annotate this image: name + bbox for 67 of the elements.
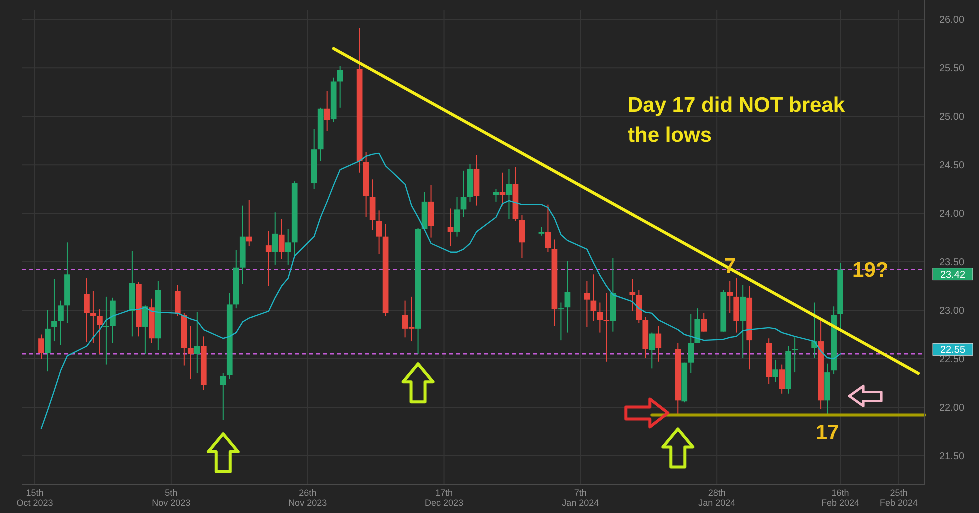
candlestick [272, 212, 278, 266]
candlestick [285, 228, 292, 266]
x-tick-label: 16th Feb 2024 [822, 488, 860, 508]
candlestick [188, 326, 194, 380]
candlestick [38, 334, 44, 360]
candlestick [500, 172, 506, 206]
y-tick-label: 21.50 [939, 451, 965, 462]
x-tick-label: 7th Jan 2024 [562, 488, 600, 508]
candlestick [701, 312, 708, 332]
candlestick [220, 373, 226, 421]
x-tick-label: 17th Dec 2023 [425, 488, 464, 508]
y-tick-label: 23.50 [939, 258, 965, 269]
candlestick [460, 170, 467, 218]
candlestick [142, 305, 148, 355]
candlestick [519, 215, 526, 259]
candlestick [174, 284, 181, 317]
x-tick-label: 5th Nov 2023 [152, 488, 191, 508]
y-tick-label: 26.00 [939, 15, 965, 26]
y-tick-label: 24.50 [939, 160, 965, 172]
candlestick [266, 230, 272, 287]
candlestick [688, 314, 694, 374]
candlestick [376, 210, 382, 255]
x-tick-label: 28th Jan 2024 [698, 488, 736, 508]
candlestick [649, 332, 656, 370]
y-tick-label: 22.00 [939, 402, 965, 414]
candlestick [772, 359, 779, 383]
candlestick [656, 326, 662, 362]
candlestick [584, 280, 590, 328]
candlestick [454, 196, 460, 238]
y-tick-label: 24.00 [939, 209, 965, 220]
candlestick [590, 274, 597, 322]
candlestick [337, 66, 344, 108]
candlestick [324, 90, 330, 132]
candlestick [90, 290, 96, 344]
candlestick [370, 179, 376, 231]
candlestick [727, 280, 734, 314]
candlestick [564, 260, 571, 334]
candlestick [84, 278, 90, 343]
candlestick [104, 296, 110, 366]
x-tick-label: 15th Oct 2023 [16, 488, 54, 508]
y-tick-label: 23.00 [939, 306, 965, 318]
y-tick-label: 25.50 [939, 64, 965, 75]
candlestick [630, 278, 636, 312]
candlestick [545, 204, 552, 253]
annotation: 19? [852, 259, 889, 282]
annotation: 17 [816, 422, 840, 445]
y-tick-label: 22.50 [939, 354, 965, 366]
candlestick [792, 337, 798, 374]
candlestick [52, 278, 58, 342]
candlestick [493, 188, 500, 202]
ref-line-label: 23.42 [940, 270, 966, 281]
candlestick [58, 300, 64, 346]
y-tick-label: 25.00 [939, 112, 965, 124]
candlestick [246, 200, 252, 248]
candlestick [558, 302, 564, 342]
candlestick [194, 312, 200, 374]
candlestick [604, 292, 610, 362]
x-tick-label: 25th Feb 2024 [880, 488, 918, 508]
ref-line-label: 22.55 [940, 345, 966, 356]
candlestick [597, 302, 604, 334]
candlestick [448, 208, 454, 248]
annotation: Day 17 did NOT break the lows [628, 94, 846, 147]
candlestick [97, 309, 103, 355]
candlestick [506, 168, 512, 220]
candlestick [779, 364, 786, 394]
x-tick-label: 26th Nov 2023 [288, 488, 328, 508]
candlestick [278, 218, 285, 260]
